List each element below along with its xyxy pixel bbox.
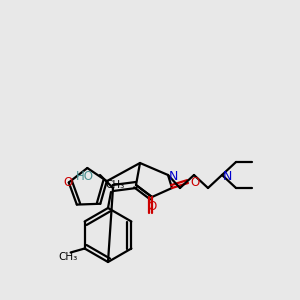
Text: N: N	[168, 170, 178, 184]
Text: CH₃: CH₃	[58, 251, 77, 262]
Text: O: O	[190, 176, 200, 190]
Text: N: N	[222, 170, 232, 184]
Text: CH₃: CH₃	[105, 180, 124, 190]
Text: O: O	[147, 200, 157, 212]
Text: O: O	[63, 176, 72, 189]
Text: HO: HO	[76, 169, 94, 182]
